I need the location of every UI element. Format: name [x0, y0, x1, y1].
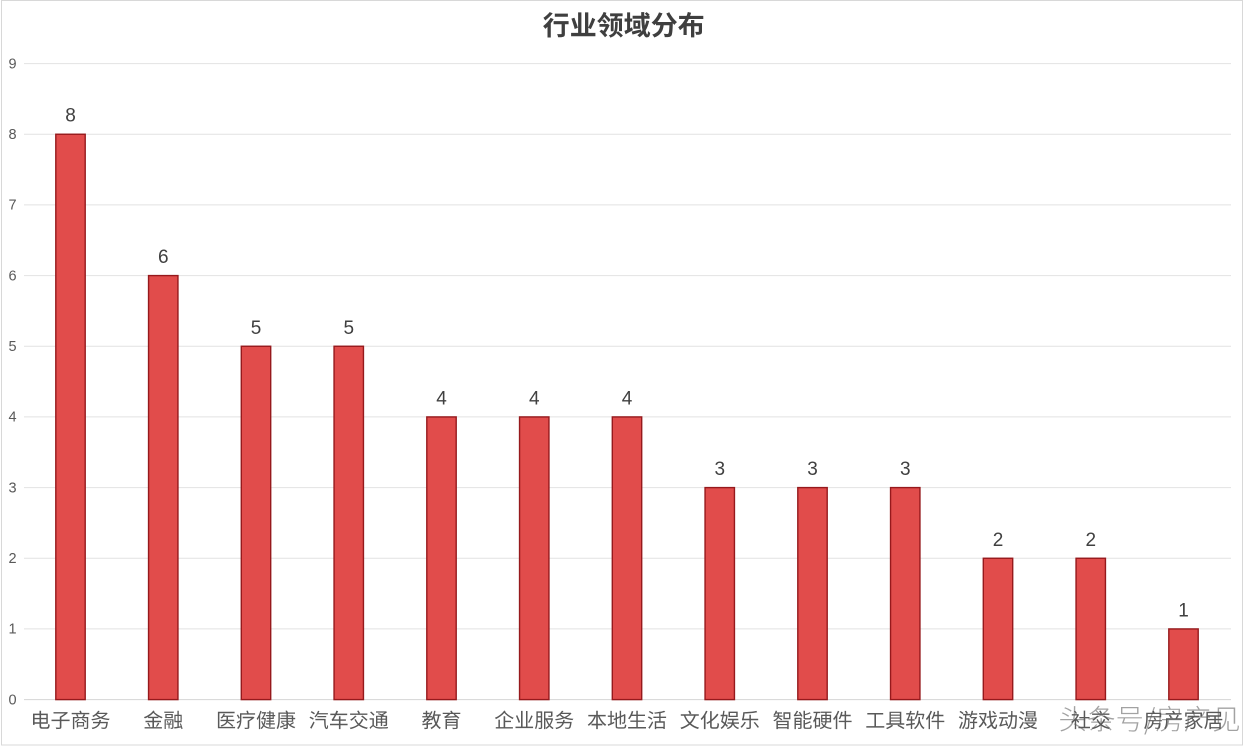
svg-text:3: 3	[8, 480, 16, 496]
svg-text:5: 5	[343, 318, 354, 339]
svg-text:1: 1	[8, 622, 16, 638]
svg-text:6: 6	[158, 247, 169, 268]
svg-text:2: 2	[8, 551, 16, 567]
svg-text:0: 0	[8, 692, 16, 708]
svg-text:3: 3	[807, 459, 818, 480]
svg-text:9: 9	[8, 56, 16, 72]
svg-text:5: 5	[251, 318, 262, 339]
svg-text:8: 8	[65, 106, 76, 127]
svg-text:7: 7	[8, 198, 16, 214]
svg-text:5: 5	[8, 339, 16, 355]
svg-text:3: 3	[714, 459, 725, 480]
svg-text:2: 2	[1085, 530, 1096, 551]
svg-text:3: 3	[900, 459, 911, 480]
svg-text:1: 1	[1178, 600, 1189, 621]
svg-text:6: 6	[8, 268, 16, 284]
svg-text:4: 4	[436, 388, 447, 409]
svg-text:4: 4	[8, 410, 16, 426]
svg-text:4: 4	[529, 388, 540, 409]
svg-text:8: 8	[8, 127, 16, 143]
svg-text:4: 4	[622, 388, 633, 409]
svg-text:2: 2	[993, 530, 1004, 551]
